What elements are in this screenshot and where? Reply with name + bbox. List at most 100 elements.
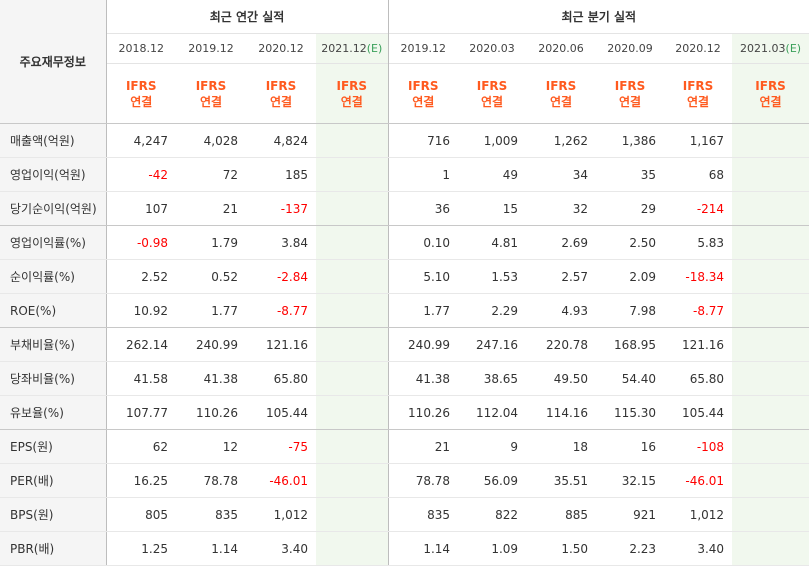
value-cell-annual-1: 1.79 bbox=[176, 225, 246, 260]
value-cell-annual-1: 21 bbox=[176, 191, 246, 226]
value-cell-quarter-3: 2.23 bbox=[596, 531, 665, 566]
value-cell-quarter-0: 1.77 bbox=[387, 293, 459, 328]
value-cell-quarter-4: -108 bbox=[664, 429, 733, 464]
value-cell-annual-1: 110.26 bbox=[176, 395, 246, 430]
row-label: 당기순이익(억원) bbox=[0, 191, 106, 226]
value-cell-annual-2: 4,824 bbox=[246, 123, 316, 158]
value-cell-annual-0: 107 bbox=[105, 191, 176, 226]
value-cell-quarter-2: 4.93 bbox=[526, 293, 597, 328]
value-cell-annual-2: 105.44 bbox=[246, 395, 316, 430]
standard-ifrs: IFRS bbox=[195, 78, 227, 93]
value-cell-quarter-5 bbox=[732, 531, 809, 566]
standard-header-quarter-1: IFRS 연결 bbox=[458, 63, 527, 124]
standard-header-annual-1: IFRS 연결 bbox=[176, 63, 246, 124]
value-cell-quarter-0: 1 bbox=[387, 157, 459, 192]
table-row: 유보율(%) 107.77 110.26 105.44 110.26 112.04 114.… bbox=[0, 395, 809, 430]
table-row: 영업이익률(%) -0.98 1.79 3.84 0.10 4.81 2.69 2.50 5.8… bbox=[0, 225, 809, 260]
value-cell-annual-2: -46.01 bbox=[246, 463, 316, 498]
value-cell-annual-3 bbox=[316, 395, 389, 430]
value-cell-annual-1: 12 bbox=[176, 429, 246, 464]
standard-consolidated: 연결 bbox=[412, 94, 435, 109]
value-cell-annual-1: 1.77 bbox=[176, 293, 246, 328]
value-cell-quarter-1: 38.65 bbox=[458, 361, 527, 396]
value-cell-annual-1: 41.38 bbox=[176, 361, 246, 396]
value-cell-quarter-5 bbox=[732, 191, 809, 226]
value-cell-annual-2: 121.16 bbox=[246, 327, 316, 362]
value-cell-quarter-5 bbox=[732, 157, 809, 192]
value-cell-quarter-4: 1,167 bbox=[664, 123, 733, 158]
period-label: 2020.03 bbox=[469, 42, 515, 55]
value-cell-quarter-2: 2.57 bbox=[526, 259, 597, 294]
period-header-annual-0: 2018.12 bbox=[105, 33, 176, 64]
period-label: 2020.09 bbox=[607, 42, 653, 55]
period-header-quarter-0: 2019.12 bbox=[387, 33, 459, 64]
header-row-periods: 2018.12 2019.12 2020.12 2021.12(E) 2019.12 20… bbox=[0, 33, 809, 64]
standard-header-quarter-0: IFRS 연결 bbox=[387, 63, 459, 124]
standard-consolidated: 연결 bbox=[199, 94, 223, 109]
annual-group-header: 최근 연간 실적 bbox=[105, 0, 389, 34]
standard-header-annual-0: IFRS 연결 bbox=[105, 63, 176, 124]
table-row: PBR(배) 1.25 1.14 3.40 1.14 1.09 1.50 2.23 3.40 bbox=[0, 531, 809, 566]
standard-consolidated: 연결 bbox=[340, 94, 363, 109]
value-cell-quarter-2: 49.50 bbox=[526, 361, 597, 396]
value-cell-quarter-4: 65.80 bbox=[664, 361, 733, 396]
standard-consolidated: 연결 bbox=[481, 94, 504, 109]
table-row: 순이익률(%) 2.52 0.52 -2.84 5.10 1.53 2.57 2.09 -18.… bbox=[0, 259, 809, 294]
value-cell-quarter-4: -18.34 bbox=[664, 259, 733, 294]
row-label: EPS(원) bbox=[0, 429, 106, 464]
period-label: 2020.12 bbox=[258, 42, 304, 55]
value-cell-annual-0: 107.77 bbox=[105, 395, 176, 430]
value-cell-quarter-1: 112.04 bbox=[458, 395, 527, 430]
row-label: 순이익률(%) bbox=[0, 259, 106, 294]
value-cell-quarter-1: 1.53 bbox=[458, 259, 527, 294]
standard-consolidated: 연결 bbox=[269, 94, 293, 109]
value-cell-quarter-0: 240.99 bbox=[387, 327, 459, 362]
value-cell-annual-3 bbox=[316, 463, 389, 498]
standard-header-annual-3: IFRS 연결 bbox=[316, 63, 389, 124]
value-cell-annual-3 bbox=[316, 327, 389, 362]
period-label: 2019.12 bbox=[400, 42, 447, 55]
value-cell-quarter-5 bbox=[732, 463, 809, 498]
value-cell-annual-1: 4,028 bbox=[176, 123, 246, 158]
value-cell-annual-2: 185 bbox=[246, 157, 316, 192]
value-cell-quarter-1: 1.09 bbox=[458, 531, 527, 566]
value-cell-quarter-4: 1,012 bbox=[664, 497, 733, 532]
value-cell-quarter-0: 835 bbox=[387, 497, 459, 532]
table-row: EPS(원) 62 12 -75 21 9 18 16 -108 bbox=[0, 429, 809, 464]
period-header-annual-1: 2019.12 bbox=[176, 33, 246, 64]
period-label: 2021.03 bbox=[740, 42, 786, 55]
value-cell-annual-0: 10.92 bbox=[105, 293, 176, 328]
value-cell-annual-3 bbox=[316, 225, 389, 260]
table-row: 매출액(억원) 4,247 4,028 4,824 716 1,009 1,262 1,386… bbox=[0, 123, 809, 158]
value-cell-quarter-5 bbox=[732, 497, 809, 532]
period-label: 2021.12 bbox=[321, 42, 367, 55]
standard-ifrs: IFRS bbox=[614, 78, 646, 93]
value-cell-quarter-1: 2.29 bbox=[458, 293, 527, 328]
row-label-header: 주요재무정보 bbox=[0, 0, 106, 124]
value-cell-quarter-4: 3.40 bbox=[664, 531, 733, 566]
standard-header-quarter-2: IFRS 연결 bbox=[526, 63, 597, 124]
value-cell-quarter-0: 78.78 bbox=[387, 463, 459, 498]
value-cell-quarter-4: 5.83 bbox=[664, 225, 733, 260]
period-header-quarter-4: 2020.12 bbox=[664, 33, 733, 64]
value-cell-quarter-4: 68 bbox=[664, 157, 733, 192]
value-cell-annual-1: 240.99 bbox=[176, 327, 246, 362]
value-cell-annual-0: -0.98 bbox=[105, 225, 176, 260]
period-header-quarter-3: 2020.09 bbox=[596, 33, 665, 64]
standard-ifrs: IFRS bbox=[336, 78, 368, 93]
value-cell-annual-0: 16.25 bbox=[105, 463, 176, 498]
value-cell-quarter-0: 21 bbox=[387, 429, 459, 464]
value-cell-quarter-4: -8.77 bbox=[664, 293, 733, 328]
value-cell-quarter-0: 1.14 bbox=[387, 531, 459, 566]
value-cell-quarter-0: 36 bbox=[387, 191, 459, 226]
value-cell-annual-2: 3.40 bbox=[246, 531, 316, 566]
value-cell-quarter-1: 1,009 bbox=[458, 123, 527, 158]
value-cell-annual-2: -8.77 bbox=[246, 293, 316, 328]
value-cell-quarter-5 bbox=[732, 225, 809, 260]
standard-header-quarter-5: IFRS 연결 bbox=[732, 63, 809, 124]
value-cell-quarter-4: -46.01 bbox=[664, 463, 733, 498]
period-header-annual-2: 2020.12 bbox=[246, 33, 316, 64]
value-cell-annual-1: 835 bbox=[176, 497, 246, 532]
standard-header-quarter-4: IFRS 연결 bbox=[664, 63, 733, 124]
